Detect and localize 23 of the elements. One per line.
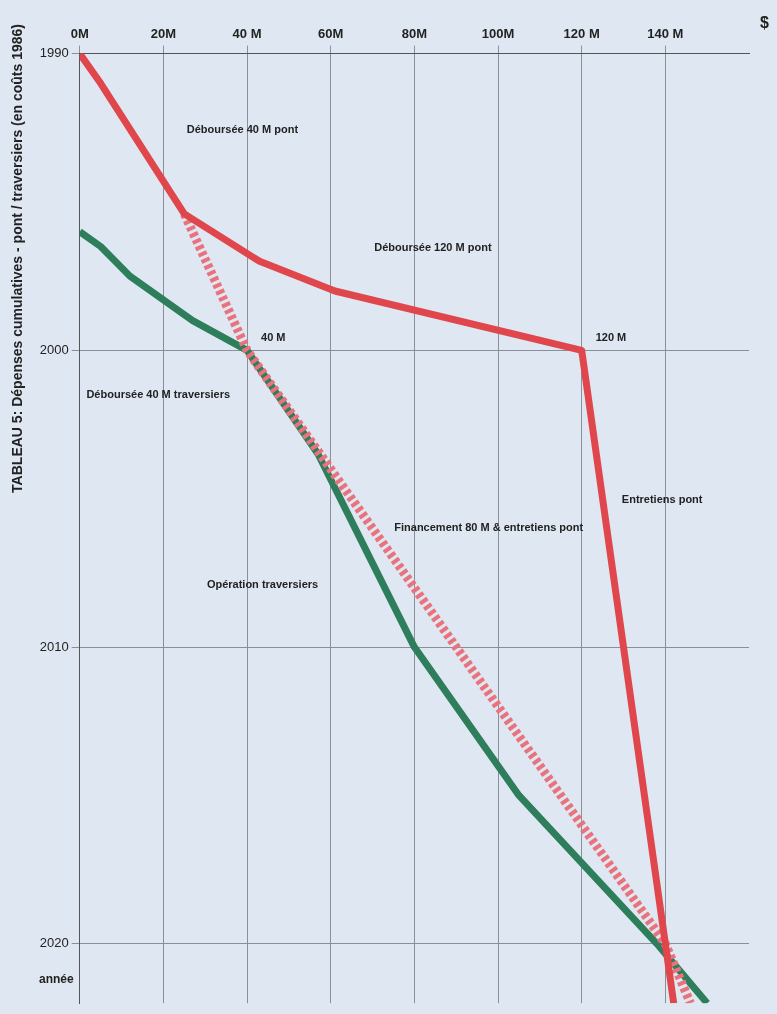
x-tick-label: 140 M (647, 26, 684, 42)
annotation: Déboursée 120 M pont (374, 241, 492, 254)
annotation: Déboursée 40 M traversiers (86, 388, 231, 401)
x-tick-label: 0M (70, 26, 89, 42)
y-tick-label: 2010 (39, 638, 69, 654)
x-tick-label: 120 M (563, 26, 600, 42)
y-tick-label: 1990 (39, 45, 69, 61)
x-tick-label: 60M (318, 26, 344, 42)
x-axis-title: $ (760, 14, 770, 32)
annotation: Financement 80 M & entretiens pont (394, 521, 584, 534)
x-tick-label: 40 M (232, 26, 262, 42)
y-tick-label: 2020 (39, 935, 69, 951)
x-tick-label: 80M (401, 26, 428, 42)
annotation: 40 M (261, 331, 286, 344)
annotation: 120 M (595, 331, 627, 344)
text: TABLEAU 5: Dépenses cumulatives - pont / traversiers (en coûts 1986) (9, 24, 26, 493)
y-tick-label: 2000 (39, 341, 69, 357)
x-tick-label: 100M (481, 26, 515, 42)
annotation: Opération traversiers (206, 578, 319, 591)
x-tick-label: 20M (150, 26, 177, 42)
annotation: Déboursée 40 M pont (186, 122, 299, 135)
y-axis-title: année (39, 971, 75, 986)
annotation: Entretiens pont (621, 492, 703, 505)
